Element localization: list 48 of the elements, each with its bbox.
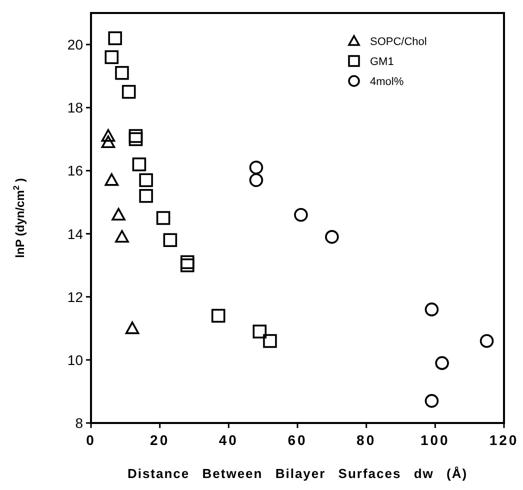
- point: [132, 157, 146, 172]
- point: [252, 324, 267, 338]
- point: [180, 258, 194, 272]
- point: [101, 135, 116, 148]
- point: [211, 308, 226, 323]
- point: [108, 31, 122, 46]
- point: [424, 302, 439, 316]
- legend-label: GM1: [370, 56, 394, 68]
- point: [139, 173, 153, 188]
- point: [424, 394, 439, 408]
- point: [122, 84, 136, 99]
- point: [104, 50, 119, 64]
- legend-label: SOPC/Chol: [370, 36, 427, 48]
- point: [480, 334, 494, 348]
- point: [180, 255, 194, 270]
- point: [112, 208, 126, 221]
- y-tick-label: 20: [67, 36, 84, 53]
- x-tick-label: 20: [150, 432, 170, 448]
- point: [163, 233, 178, 247]
- y-tick-label: 12: [67, 288, 84, 305]
- point: [125, 321, 140, 334]
- y-tick-label: 18: [67, 100, 84, 116]
- point: [128, 132, 143, 146]
- point: [139, 189, 153, 203]
- point: [128, 129, 143, 143]
- legend-label: 4mol%: [370, 76, 404, 88]
- x-tick-label: 100: [420, 432, 450, 448]
- x-tick-label: 80: [356, 432, 376, 448]
- x-axis-title: Distance Between Bilayer Surfaces dw (Å): [127, 466, 468, 481]
- y-tick-label: 16: [67, 162, 84, 179]
- point: [294, 208, 308, 222]
- point: [435, 356, 449, 370]
- point: [104, 173, 119, 186]
- y-tick-label: 10: [67, 352, 84, 368]
- y-tick-label: 14: [67, 226, 84, 242]
- y-tick-label: 8: [75, 415, 84, 431]
- point: [115, 66, 129, 80]
- point: [325, 230, 339, 244]
- x-tick-label: 120: [489, 432, 519, 448]
- point: [263, 334, 277, 348]
- point: [101, 129, 116, 142]
- point: [249, 173, 264, 188]
- x-tick-label: 40: [218, 432, 238, 448]
- point: [115, 230, 129, 243]
- x-tick-label: 60: [288, 432, 308, 448]
- x-tick-label: 0: [86, 432, 96, 448]
- point: [156, 211, 170, 225]
- point: [249, 160, 264, 174]
